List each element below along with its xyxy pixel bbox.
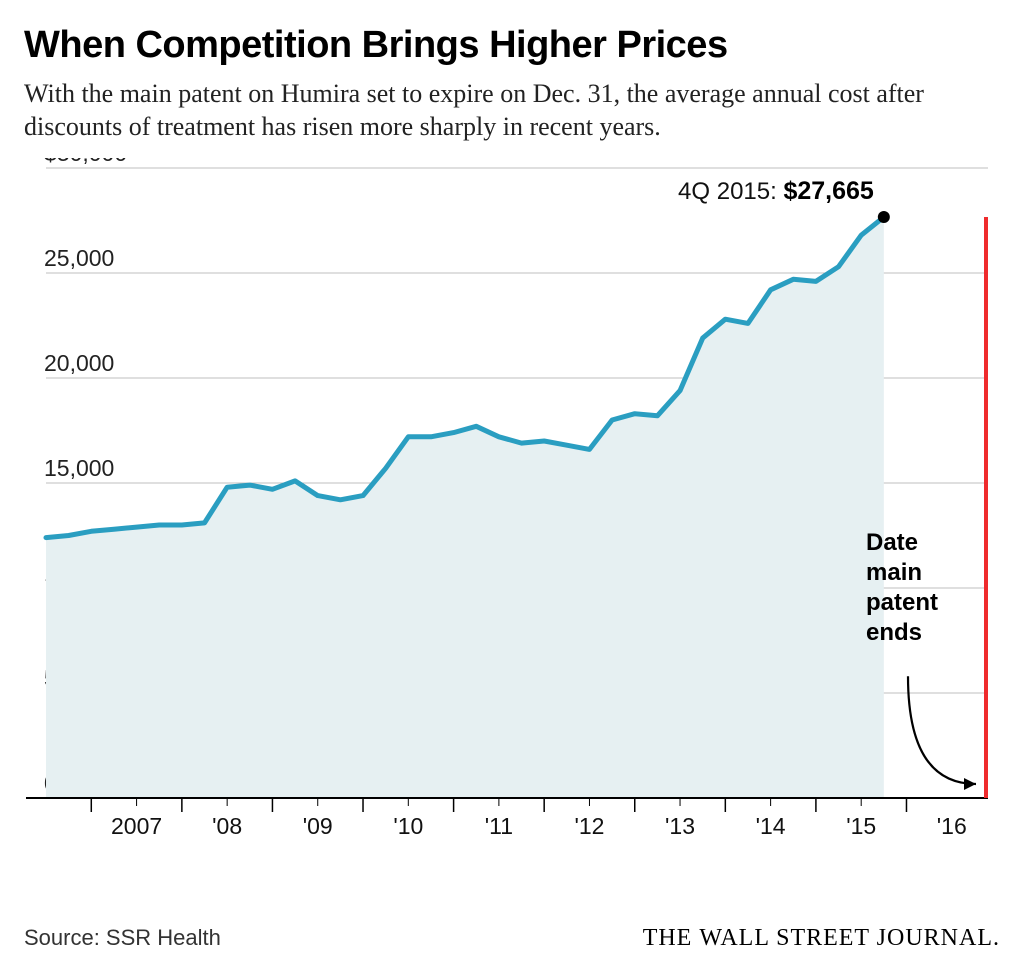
svg-text:Date: Date [866,529,918,556]
svg-text:15,000: 15,000 [44,455,114,481]
svg-text:'09: '09 [303,813,333,839]
brand-text: THE WALL STREET JOURNAL. [643,925,1000,952]
svg-text:4Q 2015: $27,665: 4Q 2015: $27,665 [678,177,874,205]
svg-text:'13: '13 [665,813,695,839]
cost-chart: 05,00010,00015,00020,00025,000$30,000200… [24,158,1000,858]
svg-text:'10: '10 [393,813,423,839]
brand-main: WALL STREET JOURNAL. [699,925,1000,951]
source-text: Source: SSR Health [24,925,221,951]
svg-text:25,000: 25,000 [44,245,114,271]
svg-text:'12: '12 [574,813,604,839]
svg-text:'15: '15 [846,813,876,839]
svg-text:patent: patent [866,589,938,616]
headline: When Competition Brings Higher Prices [24,24,1000,67]
svg-text:'14: '14 [756,813,786,839]
svg-text:'16: '16 [937,813,967,839]
svg-text:'11: '11 [485,813,513,839]
svg-text:ends: ends [866,619,922,646]
brand-prefix: THE [643,925,700,951]
subhead: With the main patent on Humira set to ex… [24,77,1000,144]
svg-text:main: main [866,559,922,586]
svg-text:'08: '08 [212,813,242,839]
svg-text:20,000: 20,000 [44,350,114,376]
svg-text:2007: 2007 [111,813,162,839]
svg-text:$30,000: $30,000 [44,158,127,166]
